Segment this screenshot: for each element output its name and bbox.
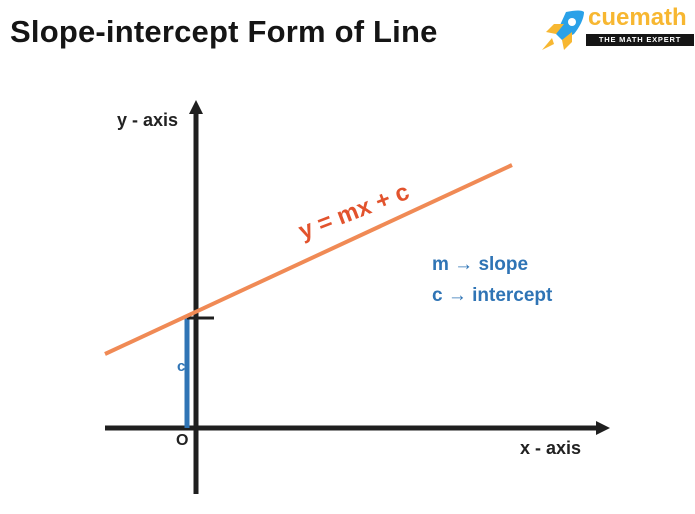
brand-name: cuemath bbox=[588, 4, 687, 31]
legend-slope: m → slope bbox=[432, 254, 529, 275]
y-axis-arrow bbox=[189, 100, 203, 114]
y-axis-label: y - axis bbox=[117, 110, 179, 130]
origin-label: O bbox=[176, 432, 189, 449]
x-axis-arrow bbox=[596, 421, 610, 435]
x-axis-label: x - axis bbox=[520, 438, 582, 458]
line-y-mx-c bbox=[104, 163, 513, 356]
page-title: Slope-intercept Form of Line bbox=[10, 14, 438, 49]
legend-intercept: c → intercept bbox=[432, 285, 553, 306]
brand-tagline: THE MATH EXPERT bbox=[598, 35, 682, 44]
rocket-icon bbox=[542, 10, 584, 50]
intercept-label: c bbox=[177, 358, 186, 375]
brand-tag-bar bbox=[586, 34, 694, 46]
